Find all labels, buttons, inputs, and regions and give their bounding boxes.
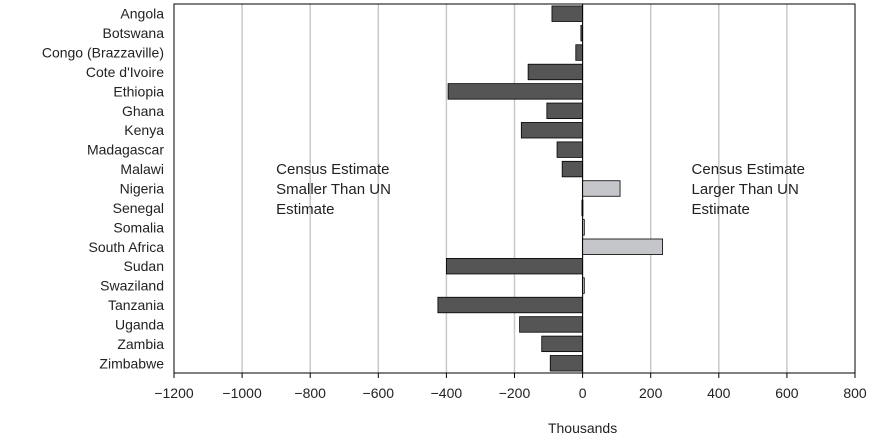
x-tick-label: 400 <box>707 385 731 401</box>
x-tick-label: 600 <box>775 385 799 401</box>
category-label: Congo (Brazzaville) <box>42 45 164 61</box>
bar <box>541 335 583 353</box>
bar <box>520 122 583 139</box>
bar <box>546 102 583 119</box>
bar <box>582 180 621 197</box>
x-tick-label: −1200 <box>154 385 194 401</box>
category-label: Tanzania <box>108 297 164 313</box>
x-tick-label: −600 <box>363 385 395 401</box>
bar <box>551 5 584 22</box>
bar <box>561 160 583 178</box>
plot-frame <box>173 3 856 374</box>
annotation-line: Estimate <box>276 201 334 218</box>
x-axis-label: Thousands <box>548 420 617 436</box>
bar <box>447 83 584 100</box>
category-label: Senegal <box>113 200 164 216</box>
annotation: Census Estimate Smaller Than UN Estimate <box>276 161 391 218</box>
annotation-line: Census Estimate <box>692 161 805 178</box>
x-tick-label: 0 <box>579 385 587 401</box>
category-label: Sudan <box>124 258 164 274</box>
bar <box>519 316 583 333</box>
category-label: Botswana <box>103 25 165 41</box>
category-label: Nigeria <box>120 181 165 197</box>
bar <box>556 141 584 158</box>
category-label: Swaziland <box>100 278 164 294</box>
x-tick-label: −1000 <box>222 385 262 401</box>
bar <box>437 296 584 314</box>
category-label: Malawi <box>120 161 164 177</box>
category-label: Ethiopia <box>113 83 164 99</box>
bar <box>549 355 584 372</box>
x-tick-labels: −1200 −1000 −800 −600 −400 −200 0 200 400 600 800 <box>154 373 867 401</box>
category-label: Ghana <box>122 103 164 119</box>
bar <box>527 63 583 81</box>
x-tick-label: −200 <box>499 385 531 401</box>
category-label: Uganda <box>115 316 164 332</box>
category-labels: Angola Botswana Congo (Brazzaville) Cote d'… <box>42 6 165 372</box>
x-tick-label: −400 <box>431 385 463 401</box>
x-tick-label: 200 <box>639 385 663 401</box>
annotation-line: Smaller Than UN <box>276 181 391 198</box>
annotation-line: Larger Than UN <box>692 181 799 198</box>
bar <box>582 238 664 255</box>
annotation: Census Estimate Larger Than UN Estimate <box>692 161 805 218</box>
category-label: Angola <box>120 6 164 22</box>
category-label: Kenya <box>124 122 164 138</box>
bar <box>445 258 583 275</box>
x-tick-label: 800 <box>843 385 867 401</box>
annotations: Census Estimate Smaller Than UN EstimateCe… <box>276 161 805 218</box>
category-label: Cote d'Ivoire <box>86 64 164 80</box>
x-tick-label: −800 <box>294 385 326 401</box>
category-label: Zimbabwe <box>99 355 164 371</box>
category-label: Somalia <box>113 219 164 235</box>
annotation-line: Census Estimate <box>276 161 389 178</box>
category-label: Madagascar <box>87 142 164 158</box>
annotation-line: Estimate <box>692 201 750 218</box>
category-label: South Africa <box>89 239 165 255</box>
bar <box>575 44 583 61</box>
bars <box>437 4 664 373</box>
category-label: Zambia <box>117 336 164 352</box>
